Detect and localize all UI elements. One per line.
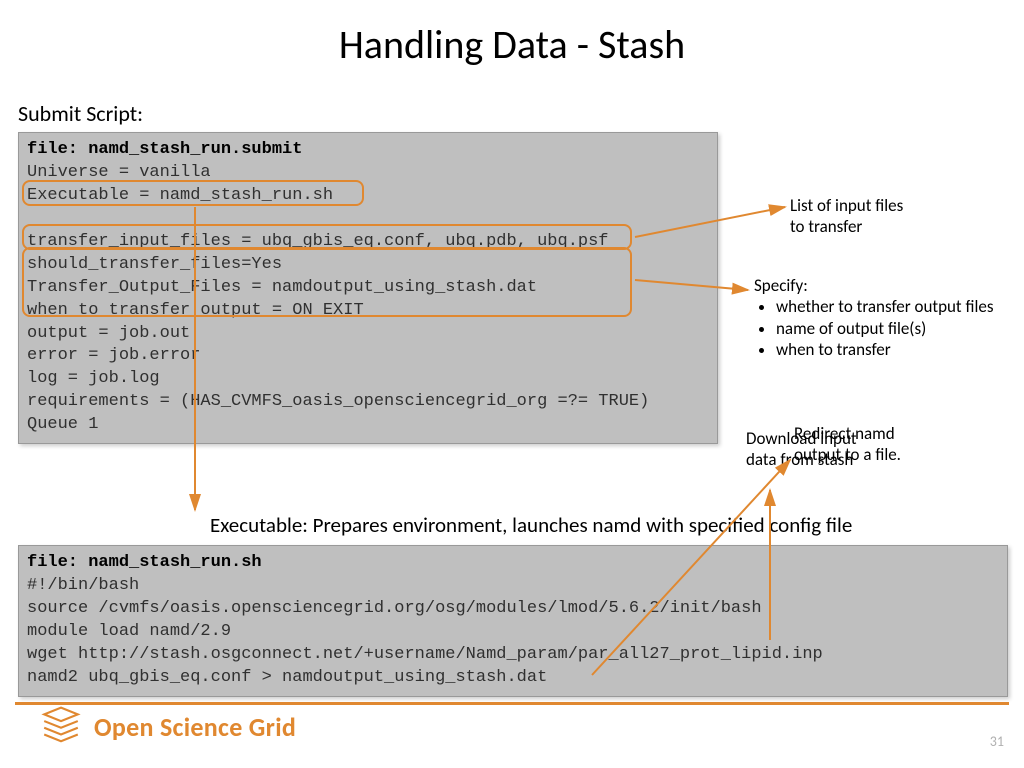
highlight-output-block xyxy=(22,247,632,317)
code-line: Queue 1 xyxy=(27,414,709,437)
code-line: error = job.error xyxy=(27,345,709,368)
code-line: module load namd/2.9 xyxy=(27,621,999,644)
shell-script-box: file: namd_stash_run.sh #!/bin/bash sour… xyxy=(18,545,1008,697)
footer: Open Science Grid xyxy=(40,705,296,748)
code-line: source /cvmfs/oasis.opensciencegrid.org/… xyxy=(27,598,999,621)
code-line: log = job.log xyxy=(27,368,709,391)
file-header-1: file: namd_stash_run.submit xyxy=(27,139,709,162)
subtitle: Submit Script: xyxy=(18,100,143,127)
file-header-2: file: namd_stash_run.sh xyxy=(27,552,999,575)
code-line: requirements = (HAS_CVMFS_oasis_openscie… xyxy=(27,391,709,414)
code-line: wget http://stash.osgconnect.net/+userna… xyxy=(27,644,999,667)
highlight-executable xyxy=(22,180,364,206)
page-number: 31 xyxy=(990,733,1004,750)
slide-title: Handling Data - Stash xyxy=(0,0,1024,69)
code-line: #!/bin/bash xyxy=(27,575,999,598)
osg-logo-icon xyxy=(40,705,82,748)
annotation-specify: Specify: whether to transfer output file… xyxy=(754,275,1014,360)
annotation-download: Download inputdata from stash xyxy=(746,428,946,471)
executable-caption: Executable: Prepares environment, launch… xyxy=(210,512,852,538)
code-line: output = job.out xyxy=(27,323,709,346)
code-line: namd2 ubq_gbis_eq.conf > namdoutput_usin… xyxy=(27,667,999,690)
osg-logo-text: Open Science Grid xyxy=(94,711,296,743)
annotation-input-files: List of input filesto transfer xyxy=(790,195,1000,238)
